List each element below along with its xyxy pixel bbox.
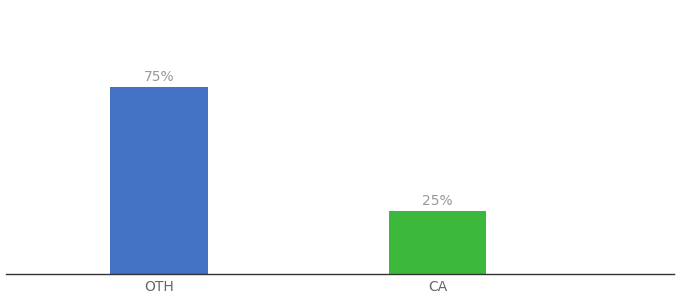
Text: 25%: 25% bbox=[422, 194, 453, 208]
Bar bbox=[389, 212, 486, 274]
Text: 75%: 75% bbox=[143, 70, 174, 84]
Bar bbox=[110, 87, 207, 274]
